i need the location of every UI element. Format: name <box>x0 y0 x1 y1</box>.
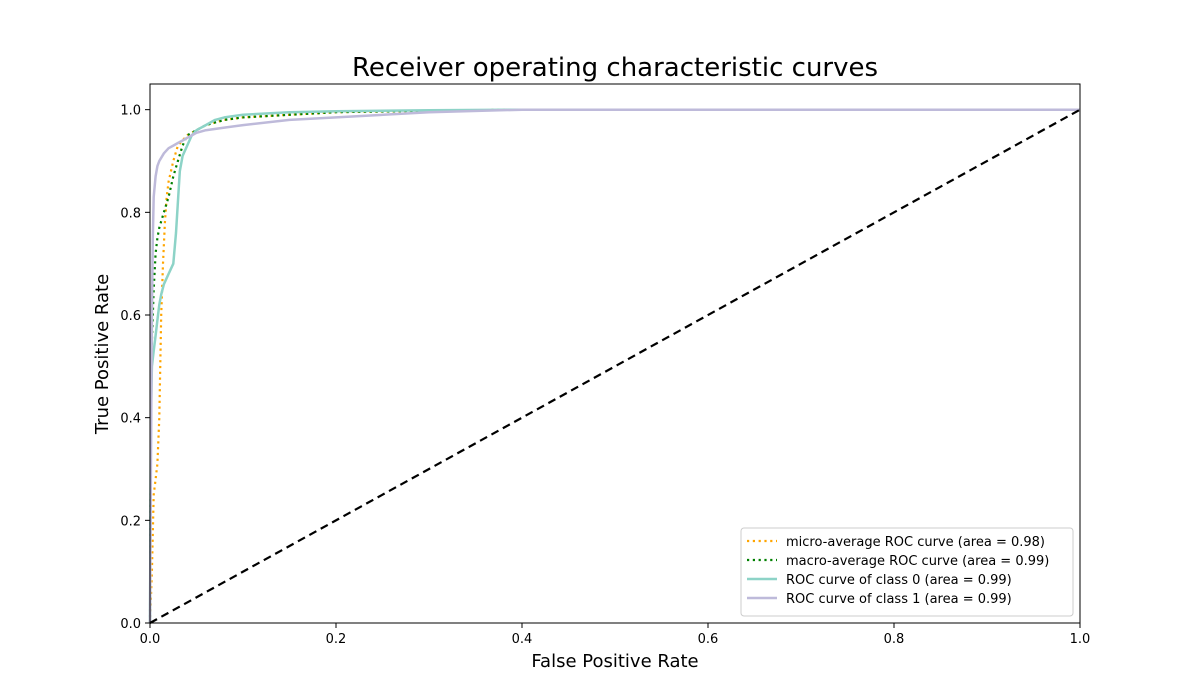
y-tick-label: 0.4 <box>120 412 141 427</box>
x-tick-label: 1.0 <box>1070 632 1091 647</box>
x-tick-label: 0.2 <box>326 632 347 647</box>
y-axis-label: True Positive Rate <box>92 274 113 435</box>
y-axis: 0.0 0.2 0.4 0.6 0.8 1.0 <box>120 104 150 632</box>
plot-area <box>148 83 1081 624</box>
y-tick-label: 0.0 <box>120 617 141 632</box>
x-tick-label: 0.0 <box>140 632 161 647</box>
chart-title: Receiver operating characteristic curves <box>352 53 878 83</box>
x-tick-label: 0.8 <box>884 632 905 647</box>
y-tick-label: 1.0 <box>120 104 141 119</box>
legend-label: ROC curve of class 0 (area = 0.99) <box>786 573 1012 588</box>
x-axis: 0.0 0.2 0.4 0.6 0.8 1.0 <box>140 623 1091 647</box>
roc-series-2 <box>148 108 1080 624</box>
y-tick-label: 0.6 <box>120 309 141 324</box>
legend: micro-average ROC curve (area = 0.98) mac… <box>740 527 1074 617</box>
chance-diagonal-line <box>149 108 1081 624</box>
legend-label: macro-average ROC curve (area = 0.99) <box>786 554 1049 569</box>
roc-series-3 <box>148 108 1080 624</box>
x-tick-label: 0.4 <box>512 632 533 647</box>
x-axis-label: False Positive Rate <box>531 651 698 672</box>
legend-label: ROC curve of class 1 (area = 0.99) <box>786 592 1012 607</box>
legend-box <box>740 527 1074 617</box>
y-tick-label: 0.8 <box>120 206 141 221</box>
plot-frame <box>149 83 1081 624</box>
legend-label: micro-average ROC curve (area = 0.98) <box>786 535 1045 550</box>
x-tick-label: 0.6 <box>698 632 719 647</box>
series-layer <box>148 108 1081 624</box>
y-tick-label: 0.2 <box>120 514 141 529</box>
